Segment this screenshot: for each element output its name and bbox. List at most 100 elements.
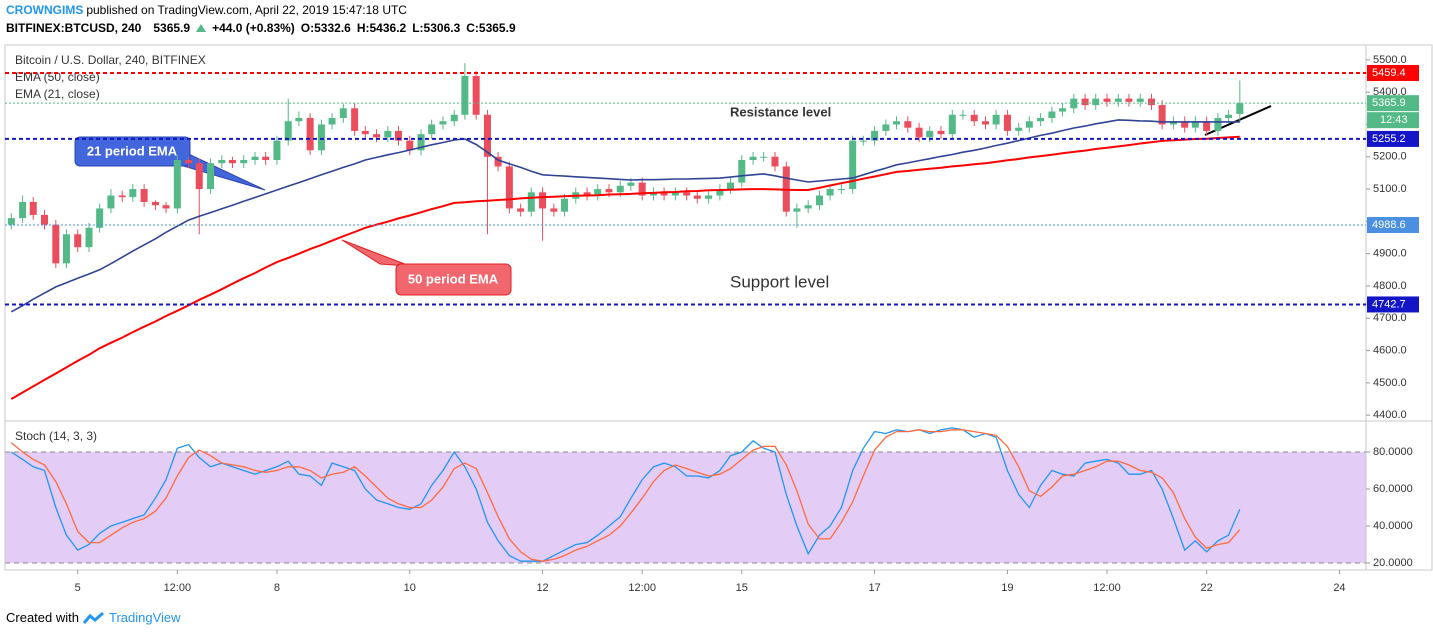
candle-body <box>627 182 635 186</box>
candle-body <box>96 208 104 228</box>
x-tick-label: 12:00 <box>1093 582 1121 594</box>
candle-body <box>1203 121 1211 131</box>
chart-title: Bitcoin / U.S. Dollar, 240, BITFINEX <box>15 53 206 67</box>
candle-body <box>882 124 890 131</box>
candle-body <box>218 159 226 164</box>
callout-text: 21 period EMA <box>87 143 178 158</box>
x-tick-label: 22 <box>1201 582 1213 594</box>
symbol-line: BITFINEX:BTCUSD, 240 5365.9 +44.0 (+0.83… <box>6 21 516 35</box>
candle-body <box>1181 121 1189 128</box>
candle-body <box>384 130 392 138</box>
candle-body <box>527 192 535 212</box>
candle-body <box>317 124 325 151</box>
candle-body <box>173 159 181 209</box>
candle-body <box>1048 111 1056 118</box>
candle-body <box>660 192 668 196</box>
candle-body <box>1148 98 1156 106</box>
candle-body <box>693 195 701 199</box>
high: H:5436.2 <box>356 21 407 35</box>
candle-body <box>981 121 989 125</box>
candle-body <box>185 159 193 164</box>
x-tick-label: 19 <box>1001 582 1013 594</box>
candle-body <box>1169 121 1177 125</box>
support-label: Support level <box>730 272 829 291</box>
callout-box <box>74 136 191 167</box>
candle-body <box>140 189 148 202</box>
candle-body <box>937 130 945 135</box>
level-tag <box>1367 296 1419 313</box>
candle-body <box>1125 98 1133 102</box>
candle-body <box>1025 121 1033 128</box>
candle-body <box>550 208 558 212</box>
x-tick-label: 15 <box>736 582 748 594</box>
callout-pointer <box>179 149 266 191</box>
candle-body <box>871 130 879 141</box>
candle-body <box>428 124 436 135</box>
candle-body <box>760 156 768 158</box>
candle-body <box>738 159 746 183</box>
y-tick-label: 40.0000 <box>1373 520 1413 532</box>
candle-body <box>483 114 491 157</box>
candle-body <box>85 227 93 248</box>
candle-body <box>1003 114 1011 131</box>
candle-body <box>517 208 525 212</box>
stoch-line <box>10 427 1241 562</box>
created-with: Created with <box>6 610 79 625</box>
candle-body <box>251 156 259 160</box>
candle-body <box>638 182 646 196</box>
candle-body <box>1059 108 1067 112</box>
candle-body <box>1191 121 1199 128</box>
candle-body <box>284 121 292 141</box>
candle-body <box>351 108 359 131</box>
candle-body <box>859 140 867 142</box>
candle-body <box>605 189 613 193</box>
x-tick-label: 12:00 <box>628 582 656 594</box>
candle-body <box>904 121 912 128</box>
candle-body <box>306 117 314 151</box>
candle-body <box>228 159 236 164</box>
y-tick-label: 4700.0 <box>1373 312 1407 324</box>
candle-body <box>62 234 70 264</box>
y-tick-label: 4800.0 <box>1373 280 1407 292</box>
x-tick-label: 17 <box>868 582 880 594</box>
open: O:5332.6 <box>300 21 351 35</box>
countdown-tag <box>1367 112 1419 129</box>
y-tick-label: 4500.0 <box>1373 377 1407 389</box>
candle-body <box>948 114 956 135</box>
x-tick-label: 12 <box>536 582 548 594</box>
callout-text: 50 period EMA <box>408 271 499 286</box>
ema-line <box>10 119 1240 313</box>
resistance-label: Resistance level <box>730 104 831 119</box>
candle-body <box>339 108 347 118</box>
candle-body <box>926 130 934 138</box>
candle-body <box>1037 117 1045 122</box>
candle-body <box>849 140 857 190</box>
candle-body <box>373 134 381 138</box>
candle-body <box>240 159 248 164</box>
candle-body <box>406 140 414 151</box>
y-tick-label: 80.0000 <box>1373 446 1413 458</box>
brand[interactable]: TradingView <box>108 610 181 625</box>
candle-body <box>705 195 713 199</box>
low: L:5306.3 <box>412 21 461 35</box>
y-tick-label: 20.0000 <box>1373 557 1413 569</box>
publish-line: CROWNGIMS published on TradingView.com, … <box>6 3 407 17</box>
candle-body <box>195 163 203 190</box>
candle-body <box>815 195 823 206</box>
x-tick-label: 24 <box>1333 582 1345 594</box>
candle-body <box>594 189 602 196</box>
candle-body <box>1214 117 1222 131</box>
candle-body <box>749 156 757 160</box>
candle-body <box>450 114 458 122</box>
candle-body <box>1103 98 1111 102</box>
change: +44.0 (+0.83%) <box>212 21 295 35</box>
y-tick-label: 4900.0 <box>1373 248 1407 260</box>
author[interactable]: CROWNGIMS <box>6 3 84 17</box>
candle-body <box>970 114 978 122</box>
candle-body <box>151 201 159 206</box>
candle-body <box>107 195 115 209</box>
up-arrow <box>196 24 207 32</box>
legend-entry: EMA (21, close) <box>15 87 100 101</box>
candle-body <box>7 218 15 225</box>
